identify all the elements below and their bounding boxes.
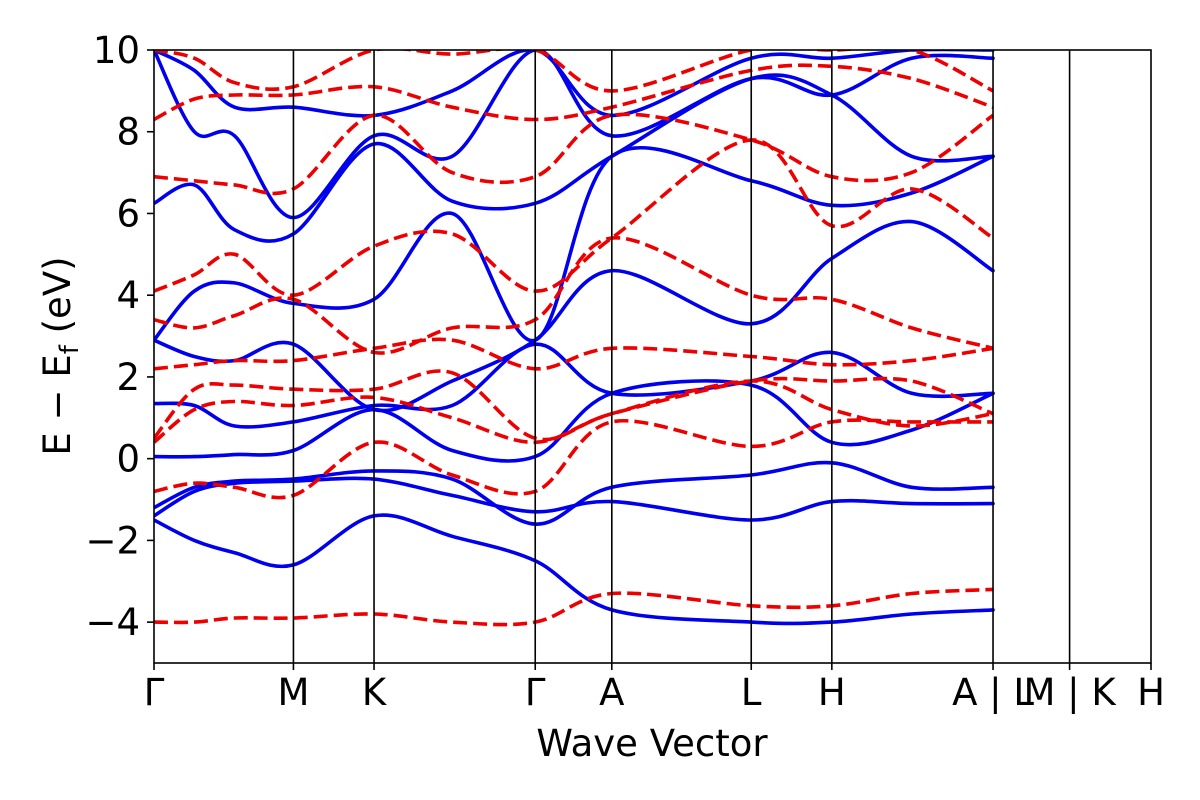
y-tick-label: 0: [116, 438, 140, 481]
x-tick-label: K: [362, 671, 388, 714]
plot-frame: [153, 49, 1152, 664]
x-tick-label: Γ: [144, 671, 165, 714]
plot-background: [154, 50, 1151, 663]
y-axis-title: E − Ef (eV): [36, 256, 85, 455]
y-tick-label: 6: [116, 192, 140, 235]
band-spin-down-4: [154, 337, 994, 371]
y-axis-title-sub: f: [55, 344, 85, 354]
y-axis-title-unit: (eV): [36, 256, 79, 345]
band-spin-down-1: [154, 418, 993, 500]
band-spin-down-3: [154, 369, 994, 442]
y-tick-label: −2: [85, 519, 140, 562]
x-tick-label: H: [1137, 671, 1165, 714]
band-spin-up-7: [154, 73, 995, 243]
x-tick-label: Γ: [525, 671, 546, 714]
bands-layer: [154, 50, 995, 627]
band-spin-down-8: [154, 63, 994, 122]
x-tick-label: L: [741, 671, 762, 714]
x-axis-title: Wave Vector: [536, 722, 768, 765]
band-spin-down-2: [154, 379, 994, 445]
high-symmetry-lines: [292, 50, 1071, 663]
band-spin-down-5: [154, 236, 994, 355]
x-tick-label: H: [818, 671, 846, 714]
band-spin-down-9: [154, 50, 994, 93]
x-tick-label: A | L: [952, 671, 1034, 714]
y-tick-label: 2: [116, 356, 140, 399]
y-axis-title-main: E − E: [36, 354, 79, 455]
y-tick-label: 4: [116, 274, 140, 317]
x-axis-ticks: Γ M K Γ A L H A | LM | K H: [144, 663, 1165, 714]
band-spin-up-2: [154, 460, 995, 526]
y-tick-label: 10: [93, 29, 140, 72]
y-tick-label: −4: [85, 601, 140, 644]
band-spin-down-7: [154, 112, 995, 196]
x-tick-label: M: [277, 671, 309, 714]
x-tick-label: A: [599, 671, 624, 714]
y-tick-label: 8: [116, 111, 140, 154]
band-spin-up-9: [154, 50, 995, 118]
y-axis-ticks: −4 −2 0 2 4 6 8 10: [85, 29, 154, 644]
x-tick-label: M | K: [1024, 671, 1118, 714]
band-spin-down-0: [154, 587, 994, 627]
band-spin-up-1: [154, 476, 995, 522]
band-spin-up-0: [154, 513, 995, 626]
